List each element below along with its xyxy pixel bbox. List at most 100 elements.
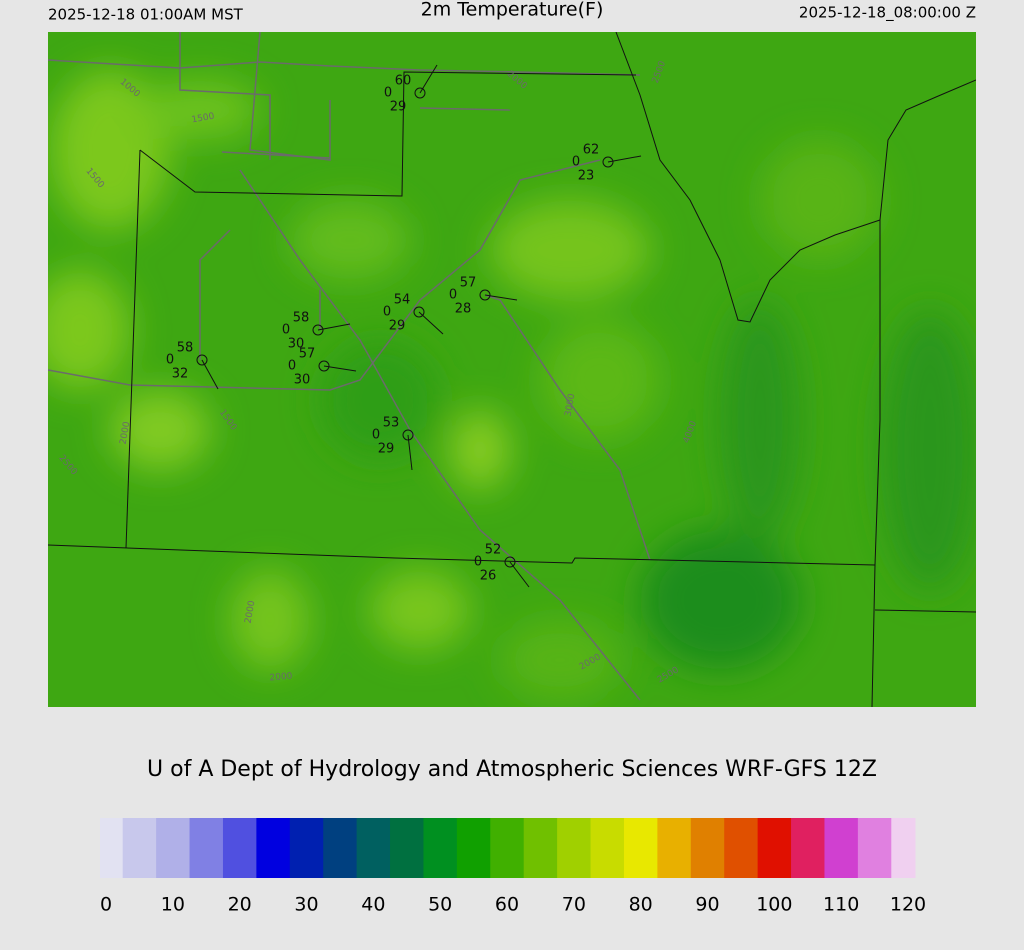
colorbar-band: [724, 818, 759, 878]
credit: U of A Dept of Hydrology and Atmospheric…: [147, 757, 877, 782]
station-temperature: 57: [299, 347, 316, 362]
colorbar-tick-label: 40: [361, 894, 385, 916]
station-wind: 0: [449, 288, 457, 303]
colorbar-band: [657, 818, 692, 878]
colorbar-tick-label: 0: [100, 894, 112, 916]
colorbar-tick-label: 30: [294, 894, 318, 916]
station-wind: 0: [288, 359, 296, 374]
station-circle: [504, 556, 516, 568]
colorbar-band: [456, 818, 491, 878]
contour-label: 1500: [191, 112, 216, 126]
station-temperature: 54: [394, 293, 411, 308]
station-circle: [413, 306, 425, 318]
station-circle: [196, 354, 208, 366]
temperature-field: [48, 70, 976, 700]
map: 1000150015002000250015002000200020002500…: [48, 32, 976, 707]
colorbar-band: [189, 818, 224, 878]
station-wind: 0: [384, 86, 392, 101]
colorbar-tick-label: 120: [890, 894, 926, 916]
colorbar-band: [100, 818, 124, 878]
colorbar-band: [590, 818, 625, 878]
colorbar-tick-label: 80: [629, 894, 653, 916]
contour-label: 2000: [244, 600, 258, 625]
colorbar-band: [356, 818, 391, 878]
colorbar-band: [256, 818, 291, 878]
colorbar-band: [222, 818, 257, 878]
colorbar-band: [791, 818, 825, 878]
station-temperature: 53: [383, 416, 400, 431]
station-temperature: 52: [485, 543, 502, 558]
colorbar-band: [891, 818, 916, 878]
station-wind: 0: [282, 323, 290, 338]
station-dewpoint: 29: [389, 319, 406, 334]
colorbar-band: [523, 818, 558, 878]
station-circle: [602, 156, 614, 168]
map-title: 2m Temperature(F): [421, 0, 604, 21]
station-wind: 0: [572, 155, 580, 170]
colorbar-tick-label: 10: [161, 894, 185, 916]
station-temperature: 58: [177, 341, 194, 356]
colorbar-tick-label: 90: [695, 894, 719, 916]
header-left: 2025-12-18 01:00AM MST: [48, 6, 244, 24]
boundaries: [48, 32, 976, 707]
colorbar-tick-label: 110: [823, 894, 859, 916]
colorbar-band: [490, 818, 525, 878]
station-wind: 0: [166, 353, 174, 368]
colorbar-band: [557, 818, 592, 878]
station-circle: [479, 289, 491, 301]
colorbar-band: [623, 818, 658, 878]
roads: [48, 32, 651, 701]
station-dewpoint: 29: [378, 442, 395, 457]
colorbar-band: [122, 818, 157, 878]
station-circle: [402, 429, 414, 441]
colorbar-tick-label: 70: [562, 894, 586, 916]
colorbar-band: [323, 818, 358, 878]
station-dewpoint: 23: [578, 169, 595, 184]
station-wind: 0: [383, 305, 391, 320]
colorbar-band: [289, 818, 324, 878]
station-dewpoint: 30: [294, 373, 311, 388]
contour-label: 2000: [269, 671, 293, 683]
station-temperature: 62: [583, 143, 600, 158]
colorbar-tick-label: 20: [228, 894, 252, 916]
wind-barb: [407, 434, 413, 471]
station-dewpoint: 30: [288, 337, 305, 352]
colorbar-band: [390, 818, 424, 878]
colorbar-band: [690, 818, 725, 878]
station-circle: [318, 360, 330, 372]
station-dewpoint: 26: [480, 569, 497, 584]
stations: 6002962023570285402958030570305803253029…: [166, 64, 642, 588]
station-circle: [312, 324, 324, 336]
station-temperature: 58: [293, 311, 310, 326]
colorbar-band: [757, 818, 792, 878]
colorbar-band: [857, 818, 892, 878]
wind-barb: [607, 155, 642, 163]
contour-label: 3000: [564, 393, 578, 418]
colorbar-band: [824, 818, 859, 878]
colorbar-band: [423, 818, 458, 878]
station-dewpoint: 29: [390, 100, 407, 115]
colorbar-tick-label: 50: [428, 894, 452, 916]
colorbar-band: [156, 818, 191, 878]
station-circle: [414, 87, 426, 99]
station-wind: 0: [474, 555, 482, 570]
contour-label: 2000: [119, 421, 133, 446]
station-temperature: 57: [460, 276, 477, 291]
wind-barb: [201, 359, 219, 390]
colorbar-tick-label: 100: [756, 894, 792, 916]
colorbar: 0 10 20 30 40 50 60 70 80 90 100 110 120: [100, 818, 926, 916]
station-temperature: 60: [395, 74, 412, 89]
station-dewpoint: 28: [455, 302, 472, 317]
header-right: 2025-12-18_08:00:00 Z: [799, 4, 976, 23]
colorbar-tick-label: 60: [495, 894, 519, 916]
